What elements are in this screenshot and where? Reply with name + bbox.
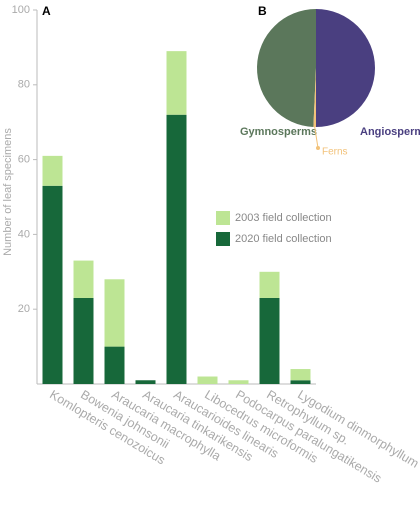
- y-tick-label: 80: [18, 79, 30, 91]
- bar-segment: [166, 51, 187, 115]
- pie-slice: [256, 9, 316, 127]
- legend-swatch: [216, 232, 230, 246]
- bar-segment: [104, 279, 125, 347]
- bar-segment: [259, 297, 280, 384]
- pie-slice: [313, 68, 316, 127]
- panel-label: A: [42, 4, 51, 18]
- bar-segment: [259, 271, 280, 298]
- bar-segment: [197, 376, 218, 384]
- bar-segment: [166, 114, 187, 384]
- bar-segment: [290, 380, 311, 384]
- legend-label: 2020 field collection: [235, 233, 332, 245]
- pie-label: Angiosperms: [360, 126, 420, 138]
- pie-label: Ferns: [322, 147, 348, 158]
- bar-segment: [290, 369, 311, 381]
- pie-slice: [316, 9, 375, 127]
- panel-label: B: [258, 4, 267, 18]
- y-tick-label: 100: [12, 4, 30, 16]
- y-tick-label: 20: [18, 303, 30, 315]
- legend-label: 2003 field collection: [235, 212, 332, 224]
- leader-dot: [316, 146, 320, 150]
- y-tick-label: 40: [18, 228, 30, 240]
- y-axis-label: Number of leaf specimens: [2, 128, 14, 256]
- bar-segment: [42, 185, 63, 384]
- bar-segment: [73, 260, 94, 298]
- bar-segment: [104, 346, 125, 384]
- bar-segment: [42, 155, 63, 186]
- legend-swatch: [216, 211, 230, 225]
- bar-segment: [135, 380, 156, 384]
- bar-segment: [73, 297, 94, 384]
- leader-line: [314, 126, 319, 149]
- pie-label: Gymnosperms: [240, 126, 317, 138]
- bar-segment: [228, 380, 249, 384]
- y-tick-label: 60: [18, 154, 30, 166]
